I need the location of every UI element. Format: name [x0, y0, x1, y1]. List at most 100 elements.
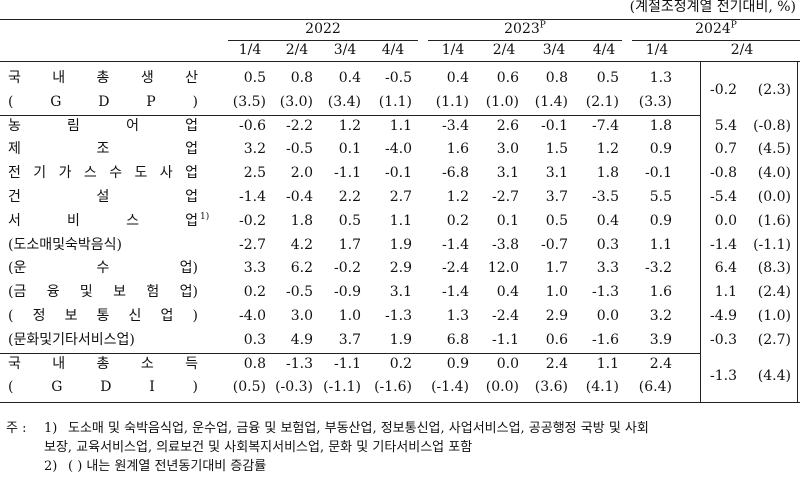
latest-value: 0.7: [714, 141, 737, 158]
note-text: 보장, 교육서비스업, 의료보건 및 사회복지서비스업, 문화 및 기타서비스업…: [44, 440, 473, 455]
row-label: 건 설 업: [8, 189, 198, 205]
table-cell: 1.3: [649, 70, 672, 86]
table-cell: 1.8: [596, 165, 619, 182]
table-cell: -0.2: [239, 212, 266, 229]
latest-value: 6.4: [714, 260, 737, 277]
unit-note: (계절조정계열 전기대비, %): [629, 0, 796, 15]
table-cell: 2.6: [496, 117, 519, 134]
table-cell: 2.7: [389, 189, 412, 205]
year-rule: [632, 40, 800, 41]
latest-yoy: (4.4): [757, 367, 791, 384]
table-cell: 1.9: [389, 236, 412, 253]
table-cell: 0.4: [446, 70, 469, 86]
table-top-rule: [0, 19, 800, 20]
table-cell: -0.5: [286, 284, 313, 301]
latest-yoy: (4.0): [757, 165, 791, 182]
latest-value: 1.1: [714, 284, 737, 301]
year-header: 2022: [263, 20, 383, 38]
latest-yoy: (8.3): [757, 260, 791, 277]
table-cell: 2.9: [545, 308, 568, 324]
quarter-header: 2/4: [492, 42, 516, 58]
latest-value: -1.3: [710, 367, 737, 384]
row-label: (문화및기타서비스업): [8, 331, 135, 348]
table-cell: 1.0: [545, 284, 568, 301]
table-cell: 0.5: [243, 70, 266, 86]
table-cell: 1.7: [338, 236, 361, 253]
note-number: 1): [44, 421, 58, 436]
latest-yoy: (2.3): [757, 81, 791, 98]
year-superscript: P: [730, 20, 737, 31]
latest-yoy: (0.0): [757, 189, 791, 205]
table-cell: 0.4: [338, 70, 361, 86]
table-cell: 0.9: [446, 355, 469, 372]
table-cell: 1.7: [545, 260, 568, 277]
table-cell: -2.2: [286, 117, 313, 134]
table-cell: -1.1: [334, 165, 361, 182]
table-cell: 3.2: [243, 141, 266, 158]
table-cell: 1.6: [649, 284, 672, 301]
table-cell: 3.1: [389, 284, 412, 301]
table-cell: -2.7: [239, 236, 266, 253]
table-cell: -2.7: [492, 189, 519, 205]
table-cell: (3.3): [638, 93, 672, 110]
table-cell: 1.1: [389, 117, 412, 134]
table-cell: 0.4: [496, 284, 519, 301]
table-cell: 0.5: [545, 212, 568, 229]
notes-prefix: 주 :: [6, 421, 27, 436]
note-text: 도소매 및 숙박음식업, 운수업, 금융 및 보험업, 부동산업, 정보통신업,…: [68, 421, 649, 436]
quarter-header: 1/4: [238, 42, 262, 58]
latest-yoy: (-0.8): [753, 117, 791, 134]
latest-yoy: (1.0): [757, 308, 791, 324]
table-cell: 3.7: [545, 189, 568, 205]
table-cell: 0.2: [446, 212, 469, 229]
header-rule: [0, 61, 800, 62]
table-cell: 0.3: [243, 331, 266, 348]
table-cell: 2.4: [545, 355, 568, 372]
table-cell: 0.2: [389, 355, 412, 372]
table-cell: -4.0: [239, 308, 266, 324]
table-cell: (6.4): [638, 379, 672, 396]
year-header: 2024P: [656, 20, 776, 38]
table-cell: -0.6: [239, 117, 266, 134]
table-cell: 0.8: [243, 355, 266, 372]
row-label: ( G D P ): [8, 93, 198, 110]
table-cell: (-0.3): [275, 379, 313, 396]
table-cell: 1.8: [290, 212, 313, 229]
row-label: 국 내 총 생 산: [8, 70, 198, 86]
highlight-box-edge: [797, 61, 798, 402]
table-cell: (-1.6): [374, 379, 412, 396]
table-cell: 1.6: [446, 141, 469, 158]
table-bottom-rule: [0, 402, 800, 403]
table-cell: (0.5): [232, 379, 266, 396]
row-label: 제 조 업: [8, 141, 198, 158]
latest-value: -4.9: [710, 308, 737, 324]
table-cell: 1.2: [446, 189, 469, 205]
quarter-header: 1/4: [645, 42, 669, 58]
table-cell: -1.3: [286, 355, 313, 372]
table-cell: 0.5: [338, 212, 361, 229]
quarter-header: 3/4: [542, 42, 566, 58]
table-cell: 0.2: [243, 284, 266, 301]
table-cell: 4.9: [290, 331, 313, 348]
table-cell: (-1.1): [323, 379, 361, 396]
table-cell: -0.1: [645, 165, 672, 182]
table-cell: -2.4: [442, 260, 469, 277]
table-cell: (1.4): [534, 93, 568, 110]
table-cell: 3.1: [496, 165, 519, 182]
table-cell: 0.0: [596, 308, 619, 324]
latest-value: 0.0: [714, 212, 737, 229]
table-cell: 12.0: [487, 260, 519, 277]
table-cell: 1.9: [389, 331, 412, 348]
row-label: (금 융 및 보 험 업): [8, 284, 198, 301]
latest-value: 5.4: [714, 117, 737, 134]
table-cell: (4.1): [585, 379, 619, 396]
latest-value: -1.4: [710, 236, 737, 253]
latest-yoy: (1.6): [757, 212, 791, 229]
table-cell: -1.3: [592, 284, 619, 301]
table-cell: -1.1: [334, 355, 361, 372]
table-cell: 0.0: [496, 355, 519, 372]
table-cell: -0.4: [286, 189, 313, 205]
year-rule: [228, 40, 418, 41]
table-cell: -1.3: [385, 308, 412, 324]
